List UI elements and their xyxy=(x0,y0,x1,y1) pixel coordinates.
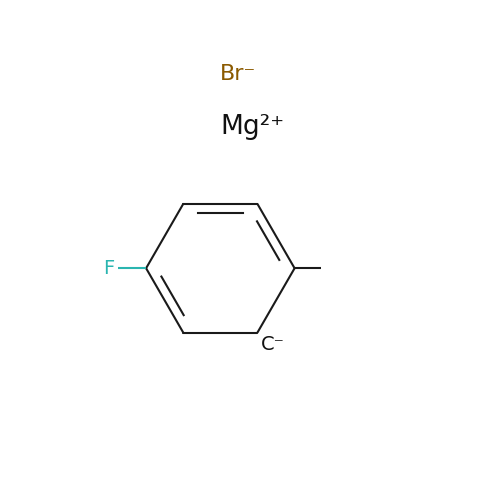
Text: Br⁻: Br⁻ xyxy=(220,64,257,84)
Text: F: F xyxy=(103,259,114,278)
Text: C⁻: C⁻ xyxy=(262,335,285,354)
Text: Mg²⁺: Mg²⁺ xyxy=(220,114,285,140)
